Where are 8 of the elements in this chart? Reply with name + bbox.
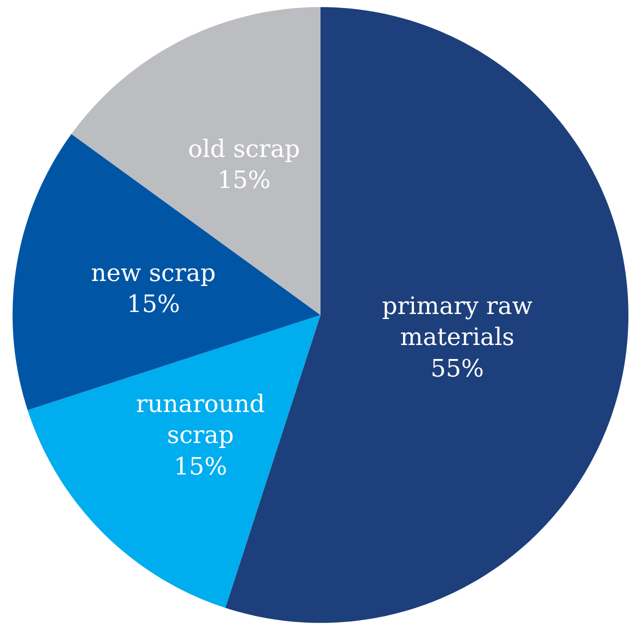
slice-label: old scrap xyxy=(188,135,300,163)
slice-label: runaround scrap xyxy=(136,390,265,450)
data-label: 15% xyxy=(126,290,180,318)
data-label: 55% xyxy=(430,354,484,382)
slice-label: primary raw materials xyxy=(382,292,534,352)
data-label: 15% xyxy=(217,166,271,194)
slice-label: new scrap xyxy=(91,259,216,287)
data-label: 15% xyxy=(174,452,228,480)
